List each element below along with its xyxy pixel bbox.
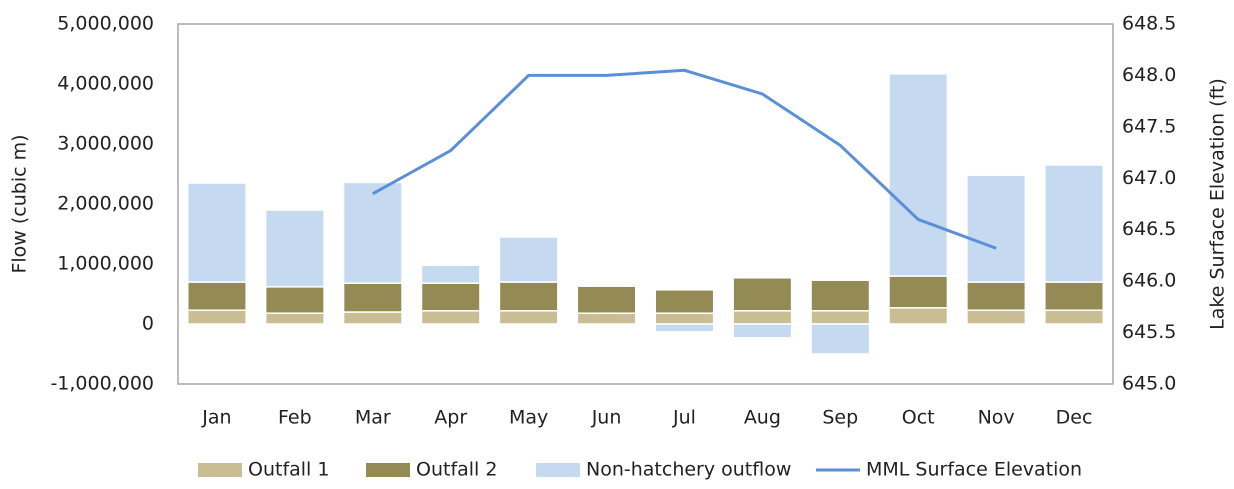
bar-segment — [186, 309, 247, 325]
plot-frame — [177, 23, 1114, 385]
bar-segment — [732, 323, 793, 339]
bar-segment — [654, 312, 715, 325]
y-tick-label: 3,000,000 — [57, 133, 154, 155]
bar-segment — [342, 282, 403, 313]
bar-segment — [420, 282, 481, 312]
bar-segment — [186, 182, 247, 283]
y-tick-label: 4,000,000 — [57, 73, 154, 95]
bar-segment — [732, 277, 793, 312]
bar-segment — [888, 307, 949, 325]
x-tick-label: May — [509, 407, 548, 429]
bar-segment — [264, 209, 325, 288]
x-tick-label: Feb — [278, 407, 312, 429]
bar-segment — [576, 285, 637, 314]
bar-segment — [810, 323, 871, 355]
bar-segment — [1044, 164, 1105, 283]
x-tick-label: Nov — [978, 407, 1015, 429]
bar-segment — [810, 310, 871, 325]
y2-axis-title: Lake Surface Elevation (ft) — [1207, 78, 1229, 330]
y-tick-label: 645.5 — [1122, 321, 1176, 343]
bar-segment — [732, 310, 793, 325]
bar-segment — [420, 310, 481, 325]
bar-segment — [576, 312, 637, 325]
y-tick-label: 645.0 — [1122, 373, 1176, 395]
y-tick-label: 1,000,000 — [57, 253, 154, 275]
y-tick-label: 5,000,000 — [57, 13, 154, 35]
bar-segment — [966, 281, 1027, 311]
bar-segment — [1044, 281, 1105, 311]
legend-swatch — [536, 463, 580, 477]
x-tick-label: Oct — [902, 407, 935, 429]
bar-segment — [264, 312, 325, 325]
legend-swatch — [366, 463, 410, 477]
x-tick-label: Apr — [434, 407, 467, 429]
bar-segment — [654, 289, 715, 314]
y-tick-label: 648.5 — [1122, 13, 1176, 35]
y-tick-label: 648.0 — [1122, 64, 1176, 86]
y-tick-label: 0 — [142, 313, 154, 335]
bar-segment — [342, 311, 403, 325]
bar-segment — [888, 275, 949, 309]
bar-segment — [264, 286, 325, 314]
y-tick-label: -1,000,000 — [50, 373, 154, 395]
bar-segment — [186, 281, 247, 311]
y-tick-label: 647.0 — [1122, 167, 1176, 189]
bar-segment — [420, 264, 481, 284]
bar-segment — [342, 181, 403, 284]
y-axis-title: Flow (cubic m) — [9, 134, 31, 273]
x-tick-label: Jan — [201, 407, 231, 429]
line-series — [372, 68, 997, 250]
x-tick-label: Jul — [672, 407, 696, 429]
x-tick-label: Aug — [744, 407, 781, 429]
bar-segment — [966, 309, 1027, 325]
bar-segment — [498, 236, 559, 283]
bar-segment — [654, 323, 715, 333]
legend-label: Non-hatchery outflow — [586, 459, 791, 481]
bar-segment — [888, 73, 949, 277]
bar-segment — [498, 310, 559, 325]
bar-segment — [1044, 309, 1105, 325]
legend-label: Outfall 2 — [416, 459, 497, 481]
legend-swatch — [198, 463, 242, 477]
legend-label: MML Surface Elevation — [866, 459, 1082, 481]
bar-segment — [966, 174, 1027, 283]
y-tick-label: 2,000,000 — [57, 193, 154, 215]
legend-label: Outfall 1 — [248, 459, 329, 481]
x-tick-label: Mar — [355, 407, 391, 429]
y-tick-label: 646.5 — [1122, 218, 1176, 240]
bar-segment — [498, 281, 559, 312]
y-tick-label: 646.0 — [1122, 270, 1176, 292]
bar-segment — [810, 279, 871, 312]
y-tick-label: 647.5 — [1122, 115, 1176, 137]
x-tick-label: Sep — [822, 407, 858, 429]
x-tick-label: Jun — [591, 407, 622, 429]
x-tick-label: Dec — [1056, 407, 1093, 429]
